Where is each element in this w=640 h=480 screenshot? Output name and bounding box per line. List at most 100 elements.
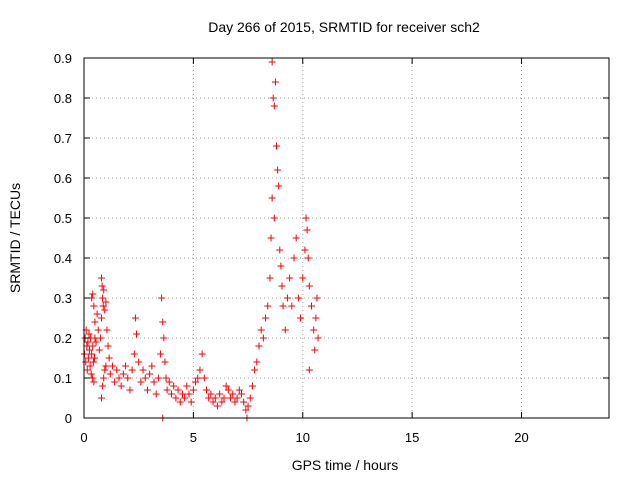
data-point <box>160 334 168 342</box>
data-point <box>312 314 320 322</box>
data-point <box>168 390 175 398</box>
data-point <box>262 314 270 322</box>
tick-marks <box>83 57 609 419</box>
data-point <box>101 306 109 314</box>
data-point <box>159 318 167 326</box>
data-point <box>185 390 193 398</box>
data-point <box>233 394 241 402</box>
chart-title: Day 266 of 2015, SRMTID for receiver sch… <box>208 19 480 35</box>
data-point <box>93 310 101 318</box>
data-point <box>211 394 219 402</box>
data-point <box>304 254 312 262</box>
data-point <box>98 274 105 282</box>
data-point <box>299 274 307 282</box>
data-point <box>244 402 252 410</box>
data-point <box>126 386 134 394</box>
data-point <box>89 342 97 350</box>
data-point <box>161 358 169 366</box>
data-point <box>86 362 94 370</box>
data-point <box>148 362 156 370</box>
data-point <box>84 354 92 362</box>
data-point <box>274 166 282 174</box>
y-tick-label: 0.7 <box>54 131 72 146</box>
data-point <box>99 294 107 302</box>
data-point <box>268 194 276 202</box>
data-point <box>313 294 321 302</box>
data-point <box>288 302 296 310</box>
data-point <box>222 382 230 390</box>
y-tick-label: 0.9 <box>54 51 72 66</box>
data-point <box>264 302 272 310</box>
data-point <box>124 374 132 382</box>
data-point <box>271 78 279 86</box>
data-point <box>176 398 184 406</box>
data-point <box>253 358 261 366</box>
y-tick-label: 0.6 <box>54 171 72 186</box>
y-tick-label: 0.1 <box>54 371 72 386</box>
data-point <box>200 374 208 382</box>
data-point <box>137 378 145 386</box>
data-point <box>122 362 130 370</box>
data-point <box>89 358 97 366</box>
data-point <box>286 274 294 282</box>
data-point <box>89 290 97 298</box>
y-tick-label: 0 <box>65 411 72 426</box>
data-point <box>91 354 98 362</box>
x-tick-label: 15 <box>405 430 419 445</box>
data-point <box>99 382 107 390</box>
data-point <box>267 234 275 242</box>
x-tick-labels: 0 5 10 15 20 <box>80 430 528 445</box>
y-tick-label: 0.8 <box>54 91 72 106</box>
plot-frame <box>83 57 610 419</box>
data-point <box>163 386 171 394</box>
data-point <box>227 394 235 402</box>
data-point <box>103 326 111 334</box>
data-point <box>130 350 138 358</box>
data-point <box>269 94 277 102</box>
data-point <box>82 358 90 366</box>
data-point <box>154 374 162 382</box>
data-point <box>192 378 200 386</box>
x-tick-label: 0 <box>80 430 87 445</box>
x-tick-label: 5 <box>190 430 197 445</box>
data-point <box>213 402 221 410</box>
data-point <box>98 394 105 402</box>
data-point <box>209 398 217 406</box>
data-point <box>229 390 237 398</box>
data-point <box>104 342 112 350</box>
data-point <box>135 358 143 366</box>
data-point <box>257 326 265 334</box>
data-point <box>141 374 149 382</box>
data-point <box>128 366 136 374</box>
data-point <box>90 378 98 386</box>
data-point <box>98 282 106 290</box>
data-point <box>218 398 226 406</box>
data-point <box>189 386 197 394</box>
data-point <box>251 366 259 374</box>
data-point <box>238 390 245 398</box>
y-tick-labels: 0 0.1 0.2 0.3 0.4 0.5 0.6 0.7 0.8 0.9 <box>54 51 72 426</box>
data-point <box>268 58 276 66</box>
data-point <box>303 226 311 234</box>
y-axis-title: SRMTID / TECUs <box>7 183 23 293</box>
data-point <box>99 302 107 310</box>
y-tick-label: 0.4 <box>54 251 72 266</box>
data-point <box>207 390 215 398</box>
grid <box>84 58 609 418</box>
data-point <box>248 382 256 390</box>
data-point <box>106 370 114 378</box>
data-point <box>100 374 108 382</box>
data-point <box>115 374 123 382</box>
data-point <box>198 350 206 358</box>
data-point <box>281 326 289 334</box>
data-point <box>158 294 166 302</box>
data-point <box>203 386 210 394</box>
data-point <box>102 298 110 306</box>
data-point <box>139 366 147 374</box>
data-point <box>194 374 202 382</box>
data-point <box>178 390 186 398</box>
data-points <box>80 58 322 422</box>
data-point <box>102 362 110 370</box>
data-point <box>165 378 173 386</box>
